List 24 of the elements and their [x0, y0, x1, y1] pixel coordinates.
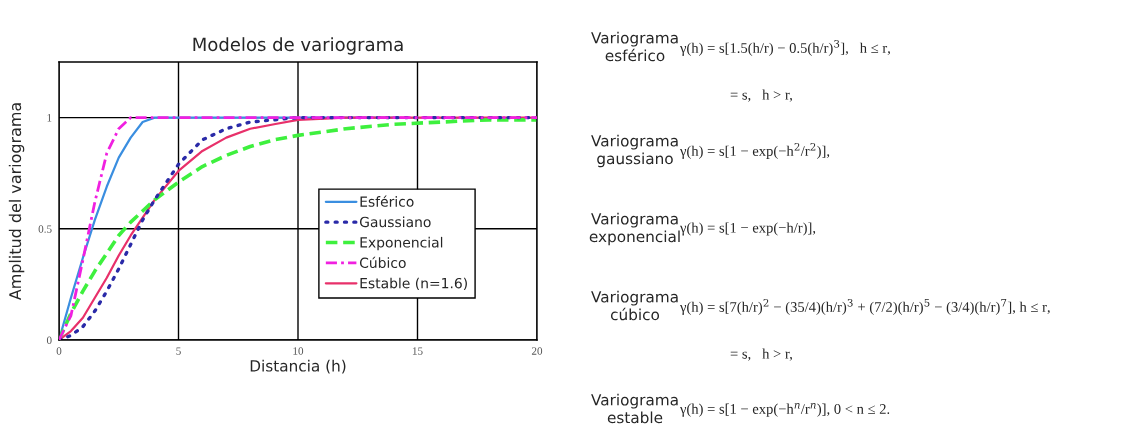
legend-label: Estable (n=1.6)	[360, 277, 467, 291]
text: Variograma esférico	[591, 31, 678, 62]
x-tick-label: 10	[293, 347, 304, 355]
text: Variograma cúbico	[591, 290, 678, 321]
y-tick-label: 0.5	[38, 225, 52, 233]
x-axis-title: Distancia (h)	[250, 359, 346, 374]
text: Variograma exponencial	[589, 212, 680, 246]
text: Variograma estable	[591, 393, 678, 424]
text: γ(h) = s[1 − exp(−h$^{n}$/r$^{n}$)], 0 < n ≤ 2.	[679, 403, 890, 417]
y-tick-label: 0	[46, 336, 52, 344]
x-tick-label: 0	[56, 347, 62, 355]
x-tick-label: 20	[531, 347, 543, 355]
y-axis-title: Amplitud del variograma	[8, 103, 25, 301]
x-tick-label: 5	[176, 347, 181, 355]
text: Variograma gaussiano	[591, 134, 678, 168]
text: γ(h) = s[1 − exp(−h/r)],	[679, 222, 816, 236]
x-tick-label: 15	[412, 347, 423, 355]
legend-label: Esférico	[360, 195, 414, 207]
chart-title: Modelos de variograma	[193, 37, 403, 55]
text: γ(h) = s[1 − exp(−h$^{2}$/r$^{2}$)],	[679, 142, 830, 159]
legend-label: Exponencial	[360, 236, 443, 251]
legend-label: Gaussiano	[359, 216, 431, 228]
legend-label: Cúbico	[359, 256, 406, 269]
y-tick-label: 1	[47, 114, 52, 122]
